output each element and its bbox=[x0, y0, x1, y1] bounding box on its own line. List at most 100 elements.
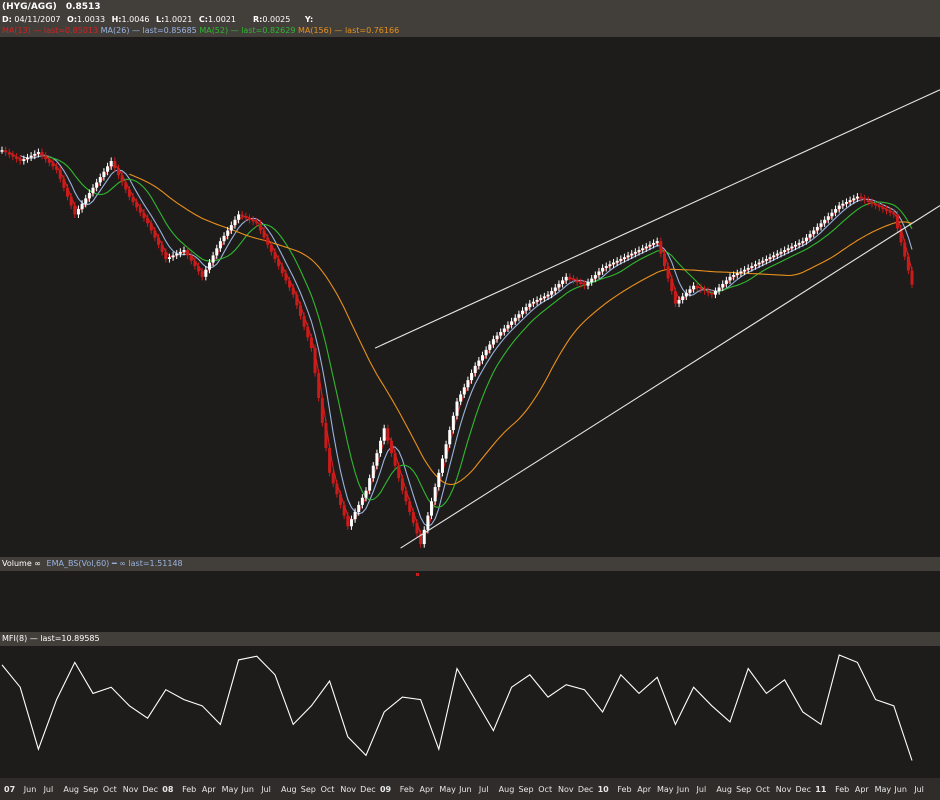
candle-body bbox=[670, 278, 674, 292]
date-value: 04/11/2007 bbox=[14, 15, 61, 24]
candle-body bbox=[444, 444, 448, 459]
candle-body bbox=[859, 196, 863, 199]
candle-body bbox=[178, 251, 182, 254]
ma26-line bbox=[19, 155, 913, 527]
candle-body bbox=[626, 255, 630, 258]
candle-body bbox=[863, 198, 867, 201]
time-tick-label: May bbox=[875, 785, 892, 794]
candle-body bbox=[462, 387, 466, 395]
candle-body bbox=[513, 317, 517, 322]
time-tick-label: Jul bbox=[696, 785, 707, 794]
time-tick-label: Feb bbox=[400, 785, 414, 794]
candle-body bbox=[710, 292, 714, 295]
candle-body bbox=[652, 242, 656, 245]
yield-label: Y: bbox=[304, 15, 314, 24]
candle-body bbox=[87, 193, 91, 199]
candle-body bbox=[186, 250, 190, 256]
candle-body bbox=[157, 237, 161, 245]
candle-body bbox=[298, 305, 302, 317]
ma26-legend[interactable]: MA(26) — last=0.85685 bbox=[100, 26, 197, 35]
volume-indicator-label[interactable]: EMA_BS(Vol,60) ━ ∞ last=1.51148 bbox=[46, 559, 183, 568]
candle-body bbox=[703, 289, 707, 292]
candle-body bbox=[790, 246, 794, 249]
candle-body bbox=[237, 214, 241, 220]
candle-body bbox=[550, 291, 554, 295]
candle-body bbox=[440, 458, 444, 473]
price-chart[interactable] bbox=[0, 37, 940, 557]
candle-body bbox=[189, 255, 193, 261]
candle-body bbox=[433, 487, 437, 502]
candle-body bbox=[98, 177, 102, 183]
candle-body bbox=[313, 348, 317, 374]
candle-body bbox=[459, 394, 463, 402]
candle-body bbox=[480, 355, 484, 361]
candle-body bbox=[207, 262, 211, 270]
candle-body bbox=[291, 287, 295, 295]
ohlc-readout: D: 04/11/2007 O:1.0033 H:1.0046 L:1.0021… bbox=[2, 15, 236, 24]
candle-body bbox=[4, 150, 8, 153]
candle-body bbox=[601, 267, 605, 272]
candle-body bbox=[764, 259, 768, 261]
candle-body bbox=[411, 512, 415, 523]
candle-body bbox=[582, 283, 586, 286]
candle-body bbox=[535, 299, 539, 302]
candle-body bbox=[761, 260, 765, 263]
candle-body bbox=[7, 152, 11, 155]
open-value: 1.0033 bbox=[77, 15, 106, 24]
candle-body bbox=[772, 255, 776, 258]
time-tick-label: Jun bbox=[23, 785, 36, 794]
time-tick-label: 11 bbox=[815, 785, 827, 794]
candle-body bbox=[258, 223, 262, 231]
candle-body bbox=[426, 515, 430, 530]
candle-body bbox=[164, 251, 168, 259]
volume-marker bbox=[416, 573, 419, 576]
candle-body bbox=[200, 271, 204, 277]
candle-body bbox=[521, 310, 525, 315]
candle-body bbox=[116, 168, 120, 176]
candle-body bbox=[852, 198, 856, 201]
candle-body bbox=[382, 428, 386, 441]
ma-legend: MA(13) — last=0.85013 MA(26) — last=0.85… bbox=[2, 26, 399, 35]
volume-pane[interactable] bbox=[0, 571, 940, 632]
mfi-title[interactable]: MFI(8) — last=10.89585 bbox=[2, 634, 100, 643]
candle-body bbox=[713, 291, 717, 295]
ma52-legend[interactable]: MA(52) — last=0.82629 bbox=[199, 26, 296, 35]
candle-body bbox=[877, 205, 881, 208]
candle-body bbox=[15, 156, 19, 159]
date-label: D: bbox=[2, 15, 12, 24]
candle-body bbox=[437, 472, 441, 488]
time-tick-label: Sep bbox=[83, 785, 98, 794]
candle-body bbox=[248, 218, 252, 220]
volume-label: Volume ∞ bbox=[2, 559, 41, 568]
candle-body bbox=[910, 270, 914, 285]
ma13-legend[interactable]: MA(13) — last=0.85013 bbox=[2, 26, 99, 35]
candle-body bbox=[262, 230, 266, 238]
candle-body bbox=[830, 212, 834, 217]
candle-body bbox=[608, 264, 612, 267]
symbol-title: (HYG/AGG) 0.8513 bbox=[2, 2, 101, 12]
ma13-line bbox=[9, 151, 913, 537]
candle-body bbox=[58, 169, 62, 179]
candle-body bbox=[280, 266, 284, 274]
candle-body bbox=[786, 248, 790, 251]
mfi-pane[interactable] bbox=[0, 646, 940, 778]
volume-chart[interactable] bbox=[0, 571, 940, 632]
candle-body bbox=[695, 285, 699, 288]
mfi-chart[interactable] bbox=[0, 646, 940, 778]
ma156-legend[interactable]: MA(156) — last=0.76166 bbox=[297, 26, 400, 35]
candle-body bbox=[273, 251, 277, 259]
candle-body bbox=[171, 255, 175, 258]
candle-body bbox=[44, 155, 48, 160]
high-value: 1.0046 bbox=[121, 15, 150, 24]
candle-body bbox=[229, 225, 233, 231]
candle-body bbox=[717, 287, 721, 292]
time-tick-label: Jun bbox=[676, 785, 690, 794]
candle-body bbox=[870, 201, 874, 204]
price-pane[interactable] bbox=[0, 37, 940, 557]
candle-body bbox=[393, 453, 397, 466]
candle-body bbox=[823, 219, 827, 224]
candle-body bbox=[211, 255, 215, 263]
candle-body bbox=[240, 214, 244, 217]
time-tick-label: Nov bbox=[340, 785, 356, 794]
candle-body bbox=[302, 316, 306, 327]
